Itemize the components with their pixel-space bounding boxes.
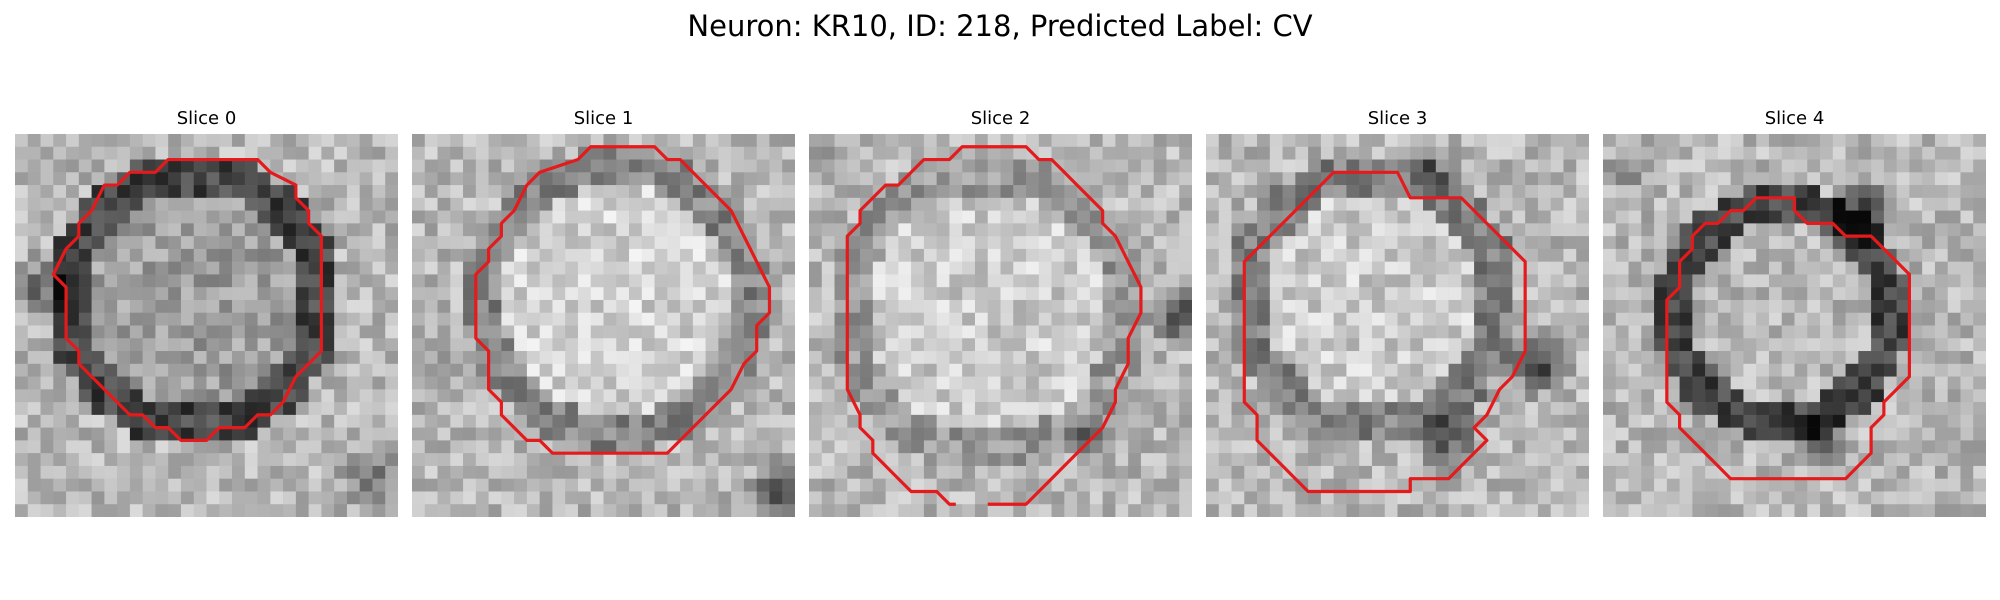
slice-image-canvas: [1206, 134, 1589, 517]
slice-image-canvas: [15, 134, 398, 517]
slice-title: Slice 2: [970, 108, 1031, 129]
slice-title: Slice 1: [573, 108, 634, 129]
slice-image-canvas: [1603, 134, 1986, 517]
slice-title: Slice 3: [1367, 108, 1428, 129]
slice-image-canvas: [412, 134, 795, 517]
pixel-grid: [15, 134, 398, 517]
pixel-grid: [1603, 134, 1986, 517]
slice-image: [412, 134, 795, 517]
slice-image-canvas: [809, 134, 1192, 517]
roi-contour: [1242, 170, 1527, 494]
roi-contour: [474, 145, 772, 455]
slice-image: [1603, 134, 1986, 517]
slice-image: [1206, 134, 1589, 517]
roi-contour: [845, 145, 1143, 506]
roi-contour: [1665, 196, 1911, 481]
roi-contour: [51, 157, 323, 442]
pixel-grid: [1206, 134, 1589, 517]
slice-image: [15, 134, 398, 517]
slice-image: [809, 134, 1192, 517]
pixel-grid: [412, 134, 795, 517]
pixel-grid: [809, 134, 1192, 517]
figure-title: Neuron: KR10, ID: 218, Predicted Label: …: [687, 9, 1313, 43]
slice-title: Slice 0: [176, 108, 237, 129]
slice-title: Slice 4: [1764, 108, 1825, 129]
